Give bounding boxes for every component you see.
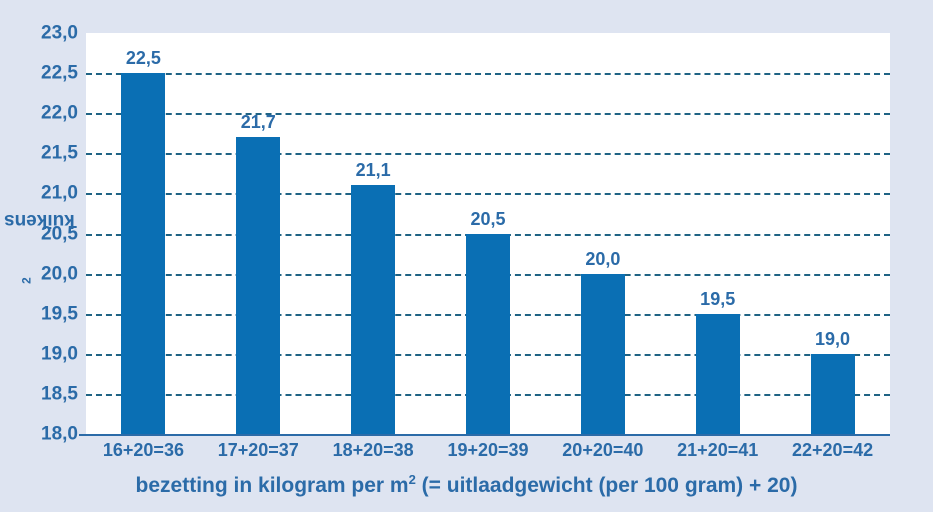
y-axis-tick-label: 22,0 [41,102,78,124]
gridline [86,193,890,196]
gridline [86,113,890,116]
bar-value-label: 20,0 [585,248,621,269]
x-axis-title-tail: (= uitlaadgewicht (per 100 gram) + 20) [415,474,798,497]
y-axis-tick-label: 18,5 [41,383,78,405]
bar-value-label: 19,0 [815,328,851,349]
x-axis-tick-label: 16+20=36 [102,440,184,460]
y-axis-tick-label: 23,0 [41,22,78,44]
x-axis-tick-label: 19+20=39 [447,440,529,460]
bar[interactable] [810,353,855,434]
bar-group[interactable]: 19,0 [810,33,855,434]
bar-group[interactable]: 19,5 [695,33,740,434]
bar[interactable] [351,185,396,434]
y-axis-tick-label: 20,5 [41,223,78,244]
x-axis-title: bezetting in kilogram per m2 (= uitlaadg… [0,472,933,498]
x-axis-tick-labels: 16+20=36 17+20=37 18+20=38 19+20=39 20+20=40… [86,440,890,466]
bar-group[interactable]: 21,7 [236,33,281,434]
y-axis-tick-label: 21,5 [41,142,78,164]
x-axis-tick-label: 22+20=42 [792,440,874,460]
bar-group[interactable]: 20,0 [580,33,625,434]
bar[interactable] [121,73,166,434]
x-axis-tick-label: 21+20=41 [677,440,759,460]
x-axis-title-superscript: 2 [408,472,416,487]
bar-value-label: 20,5 [470,208,506,229]
y-axis-tick-label: 20,0 [41,263,78,285]
y-axis-tick-label: 21,0 [41,182,78,204]
bar-group[interactable]: 22,5 [121,33,166,434]
gridline [86,153,890,156]
y-axis-tick-label: 22,5 [41,62,78,84]
x-axis-tick-label: 17+20=37 [217,440,299,460]
bar[interactable] [466,233,510,434]
bar[interactable] [236,137,281,434]
bar-value-label: 19,5 [700,288,736,309]
bar-value-label: 22,5 [125,48,161,69]
gridline [86,73,890,76]
y-axis-tick-label: 18,0 [41,423,78,445]
y-axis-tick-labels: 18,0 18,5 19,0 19,5 20,0 20,5 21,0 21,5 22,0 22,5… [20,24,106,444]
x-axis-tick-label: 18+20=38 [332,440,414,460]
bar[interactable] [580,273,625,434]
bar-group[interactable]: 20,5 [466,33,510,434]
bars-layer: 22,5 21,7 21,1 20,5 20,0 19,5 19,0 [86,33,890,434]
bar[interactable] [695,313,740,434]
y-axis-tick-label: 19,0 [41,343,78,365]
bar-group[interactable]: 21,1 [351,33,396,434]
x-axis-title-main: bezetting in kilogram per m [135,474,409,497]
bar-value-label: 21,1 [355,160,391,181]
y-axis-tick-label: 19,5 [41,303,78,325]
x-axis-line [79,434,890,436]
x-axis-tick-label: 20+20=40 [562,440,644,460]
bar-value-label: 21,7 [240,112,276,133]
